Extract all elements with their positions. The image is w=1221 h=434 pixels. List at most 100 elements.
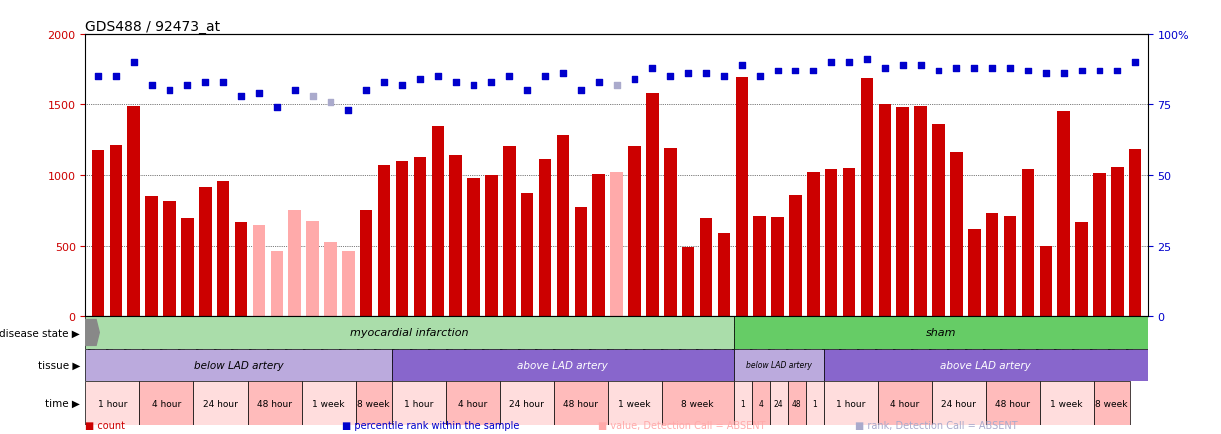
Bar <box>392 381 446 425</box>
Bar <box>985 214 999 316</box>
Point <box>1054 71 1073 78</box>
Text: hour: hour <box>794 432 800 434</box>
Bar <box>1022 170 1034 316</box>
Bar <box>734 349 824 381</box>
Point <box>929 68 949 75</box>
Point <box>1037 71 1056 78</box>
Point <box>1072 68 1092 75</box>
Bar <box>355 381 392 425</box>
Text: hour: hour <box>777 432 781 434</box>
Bar <box>788 381 806 425</box>
Bar <box>1094 381 1129 425</box>
Bar <box>629 147 641 316</box>
Point <box>768 68 788 75</box>
Point <box>375 79 394 86</box>
Point <box>839 59 858 66</box>
Bar <box>932 381 985 425</box>
Bar <box>164 202 176 316</box>
Text: above LAD artery: above LAD artery <box>940 360 1031 370</box>
Text: 8 week: 8 week <box>358 399 389 408</box>
Bar <box>662 381 734 425</box>
Bar <box>933 125 945 316</box>
Text: 1 week: 1 week <box>618 399 651 408</box>
Bar <box>392 349 734 381</box>
Text: ■ rank, Detection Call = ABSENT: ■ rank, Detection Call = ABSENT <box>855 420 1017 430</box>
Text: ■ value, Detection Call = ABSENT: ■ value, Detection Call = ABSENT <box>598 420 766 430</box>
Bar <box>1076 222 1088 316</box>
Point <box>679 71 698 78</box>
Point <box>284 88 304 95</box>
Point <box>1107 68 1127 75</box>
Text: 1 hour: 1 hour <box>98 399 127 408</box>
Text: disease state ▶: disease state ▶ <box>0 328 81 338</box>
Bar <box>1129 150 1142 316</box>
Bar <box>248 381 302 425</box>
Bar <box>664 148 676 316</box>
Bar <box>127 107 140 316</box>
Bar <box>485 176 498 316</box>
Bar <box>608 381 662 425</box>
Text: 4 hour: 4 hour <box>890 399 919 408</box>
Text: tissue ▶: tissue ▶ <box>38 360 81 370</box>
Text: time ▶: time ▶ <box>45 398 81 408</box>
Bar <box>110 146 122 316</box>
Bar <box>414 158 426 316</box>
Point <box>214 79 233 86</box>
Bar <box>199 187 211 316</box>
Point <box>642 65 662 72</box>
Bar <box>449 155 462 316</box>
Bar <box>825 170 838 316</box>
Point <box>822 59 841 66</box>
Bar <box>431 126 444 316</box>
Bar <box>789 195 802 316</box>
Bar <box>806 381 824 425</box>
Point <box>1000 65 1020 72</box>
Bar <box>468 178 480 316</box>
Bar <box>538 159 552 316</box>
Bar <box>1040 381 1094 425</box>
Bar <box>753 217 766 316</box>
Bar <box>181 219 194 316</box>
Point <box>499 73 519 80</box>
Text: 1 week: 1 week <box>1050 399 1083 408</box>
Point <box>267 105 287 112</box>
Bar <box>253 225 265 316</box>
Point <box>946 65 966 72</box>
Bar <box>735 78 748 316</box>
Point <box>625 76 645 83</box>
Bar <box>734 316 1148 349</box>
Bar <box>503 147 515 316</box>
Text: 48 hour: 48 hour <box>995 399 1031 408</box>
Point <box>195 79 215 86</box>
Bar <box>1039 246 1053 316</box>
Bar <box>234 222 248 316</box>
Bar <box>700 219 712 316</box>
Bar <box>575 207 587 316</box>
Bar <box>1093 174 1106 316</box>
Text: hour: hour <box>758 432 763 434</box>
Point <box>160 88 179 95</box>
Bar <box>985 381 1040 425</box>
Point <box>177 82 197 89</box>
Bar <box>752 381 769 425</box>
Bar <box>592 174 604 316</box>
Point <box>303 93 322 100</box>
Point <box>607 82 626 89</box>
Text: GDS488 / 92473_at: GDS488 / 92473_at <box>85 20 221 34</box>
Point <box>231 93 250 100</box>
Point <box>785 68 805 75</box>
Bar <box>217 181 230 316</box>
FancyArrow shape <box>85 320 99 345</box>
Point <box>142 82 161 89</box>
Point <box>911 62 930 69</box>
Point <box>857 56 877 63</box>
Point <box>1089 68 1109 75</box>
Bar <box>377 166 391 316</box>
Point <box>1126 59 1145 66</box>
Text: 24: 24 <box>774 399 784 408</box>
Point <box>983 65 1002 72</box>
Text: 1 hour: 1 hour <box>836 399 866 408</box>
Text: sham: sham <box>926 328 956 338</box>
Bar <box>553 381 608 425</box>
Bar <box>896 108 908 316</box>
